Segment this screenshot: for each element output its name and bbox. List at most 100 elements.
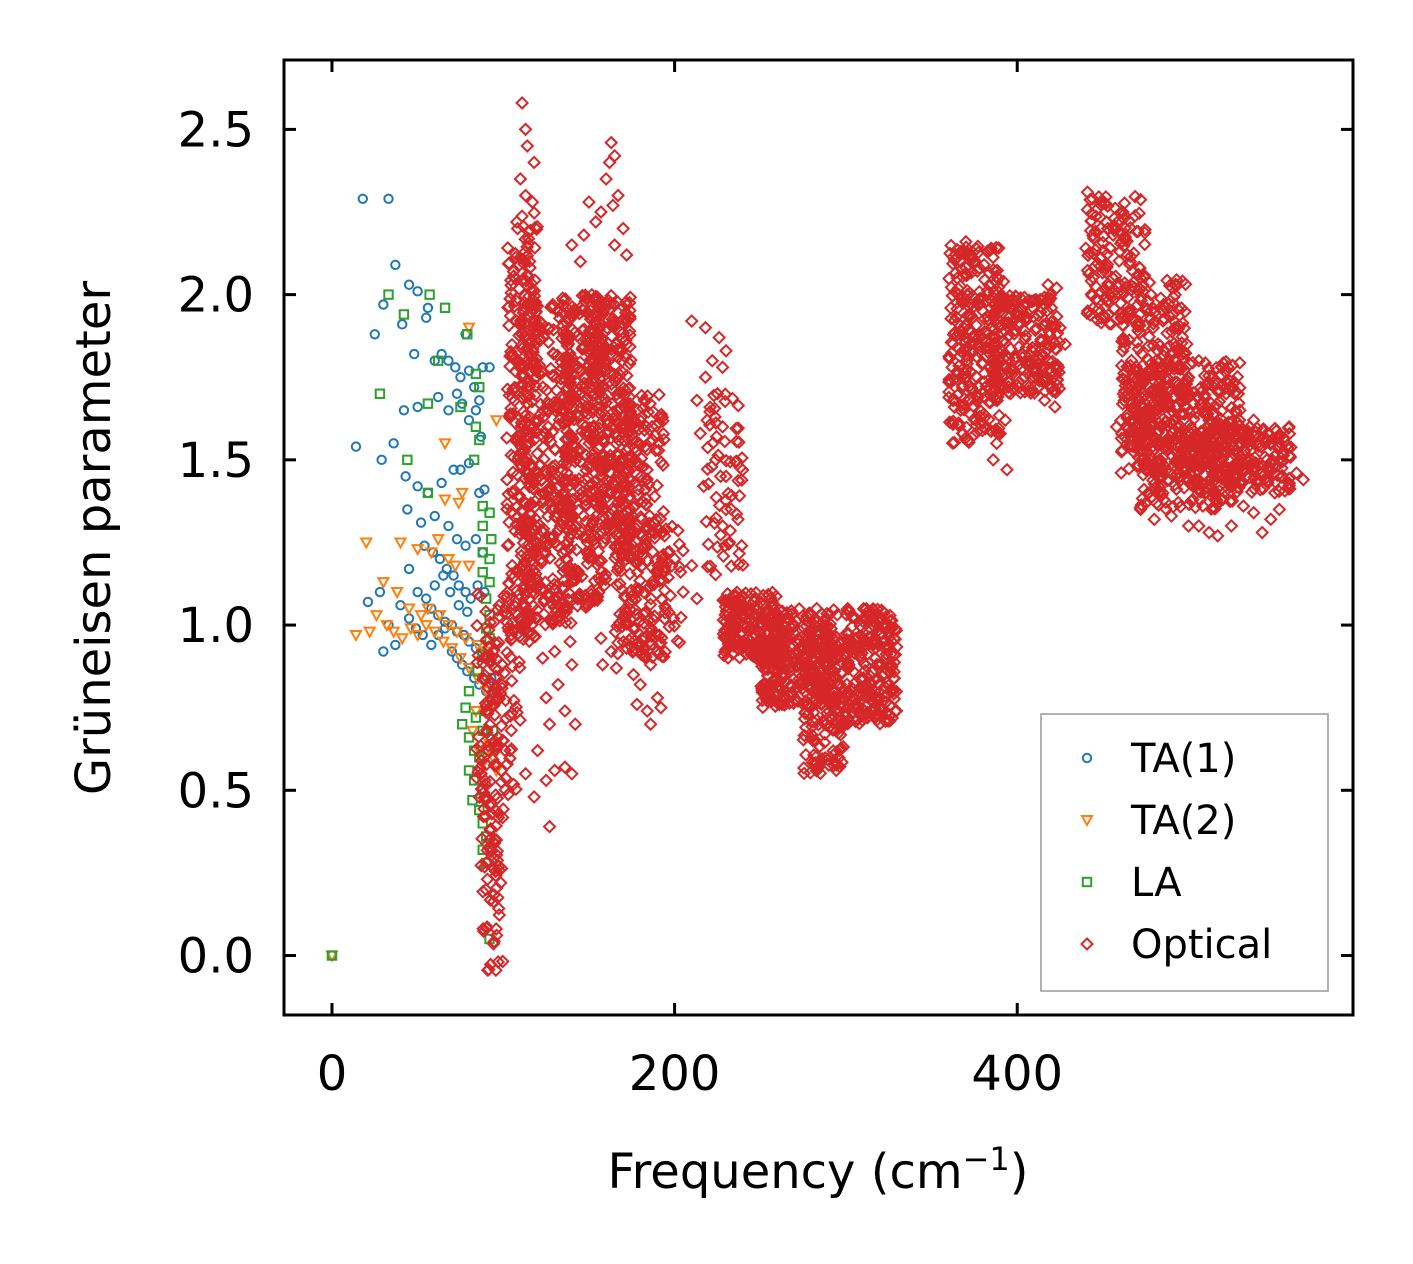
data-point-optical: [684, 314, 699, 328]
data-point-optical: [991, 241, 1006, 256]
data-point-optical: [577, 498, 592, 513]
data-point-ta-1: [463, 414, 475, 426]
data-point-la: [424, 289, 435, 300]
data-point-optical: [638, 649, 653, 664]
data-point-optical: [1282, 471, 1296, 486]
data-point-optical: [542, 819, 557, 834]
data-point-optical: [530, 610, 545, 625]
data-point-optical: [585, 447, 599, 462]
data-point-la: [455, 401, 466, 413]
data-point-optical: [505, 659, 520, 674]
data-point-optical: [1135, 401, 1150, 416]
data-point-optical: [623, 311, 637, 326]
data-point-optical: [620, 443, 634, 458]
data-point-optical: [874, 603, 889, 618]
data-point-optical: [696, 479, 711, 494]
data-point-optical: [718, 394, 733, 409]
data-point-optical: [563, 634, 578, 649]
data-point-optical: [589, 400, 604, 414]
data-point-optical: [855, 708, 870, 723]
data-point-optical: [527, 205, 542, 220]
data-point-la: [468, 454, 480, 466]
data-point-optical: [480, 920, 494, 934]
data-point-optical: [495, 677, 510, 692]
data-point-ta-1: [453, 600, 464, 611]
data-point-optical: [1105, 286, 1120, 301]
data-point-optical: [1149, 432, 1164, 447]
data-point-optical: [523, 496, 538, 511]
data-point-optical: [519, 329, 534, 344]
data-point-optical: [625, 428, 639, 442]
data-point-optical: [1246, 428, 1261, 442]
data-point-optical: [656, 547, 671, 562]
data-point-optical: [958, 234, 973, 249]
data-point-la: [398, 309, 410, 320]
data-point-optical: [474, 858, 489, 873]
data-point-optical: [596, 450, 611, 465]
data-point-optical: [1009, 309, 1024, 323]
data-point-optical: [960, 287, 975, 302]
data-point-optical: [503, 751, 517, 766]
data-point-optical: [1275, 446, 1290, 461]
data-point-optical: [643, 597, 658, 612]
data-point-optical: [1019, 340, 1034, 355]
data-point-optical: [1194, 385, 1208, 400]
data-point-optical: [472, 790, 487, 805]
data-point-optical: [593, 334, 607, 349]
data-point-ta-1: [470, 405, 482, 416]
data-point-optical: [1175, 462, 1190, 477]
data-point-optical: [499, 711, 514, 726]
data-point-ta-1: [432, 391, 444, 403]
y-tick-label: 2.0: [178, 268, 254, 324]
data-point-optical: [561, 363, 576, 377]
data-point-optical: [1194, 461, 1209, 476]
data-point-optical: [1167, 320, 1182, 335]
data-point-optical: [586, 551, 601, 566]
data-point-optical: [717, 434, 732, 449]
data-point-la: [383, 289, 394, 300]
legend-label-optical: Optical: [1131, 922, 1272, 968]
data-point-ta-1: [434, 553, 446, 565]
data-point-optical: [719, 502, 733, 517]
data-point-ta-1: [462, 666, 473, 677]
data-point-optical: [590, 384, 605, 399]
data-point-optical: [684, 558, 699, 573]
data-point-optical: [556, 456, 571, 471]
data-point-optical: [1206, 501, 1221, 515]
data-point-optical: [955, 380, 970, 395]
data-point-ta-2: [380, 620, 394, 633]
data-point-ta-1: [446, 646, 458, 657]
data-point-optical: [604, 135, 619, 150]
data-point-optical: [622, 567, 637, 581]
data-point-optical: [646, 524, 661, 539]
x-axis-title-end: ): [1010, 1144, 1029, 1200]
data-point-optical: [1101, 308, 1116, 322]
data-point-optical: [818, 727, 832, 741]
data-point-optical: [579, 545, 594, 559]
data-point-optical: [1209, 360, 1224, 375]
data-point-optical: [749, 585, 763, 600]
data-point-optical: [487, 861, 502, 876]
data-point-ta-1: [474, 395, 485, 406]
data-point-optical: [797, 766, 811, 781]
data-point-optical: [517, 495, 532, 510]
data-point-ta-1: [460, 540, 471, 551]
data-point-optical: [478, 696, 493, 711]
data-point-la: [326, 950, 338, 961]
data-point-optical: [591, 377, 606, 392]
data-point-optical: [1136, 371, 1151, 386]
data-point-optical: [1244, 452, 1259, 467]
data-point-optical: [530, 743, 545, 758]
data-point-optical: [820, 667, 834, 682]
data-point-optical: [715, 360, 730, 375]
data-point-optical: [543, 614, 558, 628]
data-point-optical: [1097, 291, 1112, 306]
data-point-optical: [803, 606, 817, 621]
data-point-optical: [1152, 480, 1167, 495]
data-point-optical: [1225, 460, 1240, 474]
data-point-optical: [993, 426, 1008, 441]
data-point-optical: [591, 571, 606, 586]
data-point-optical: [606, 296, 621, 311]
data-point-optical: [562, 397, 577, 412]
